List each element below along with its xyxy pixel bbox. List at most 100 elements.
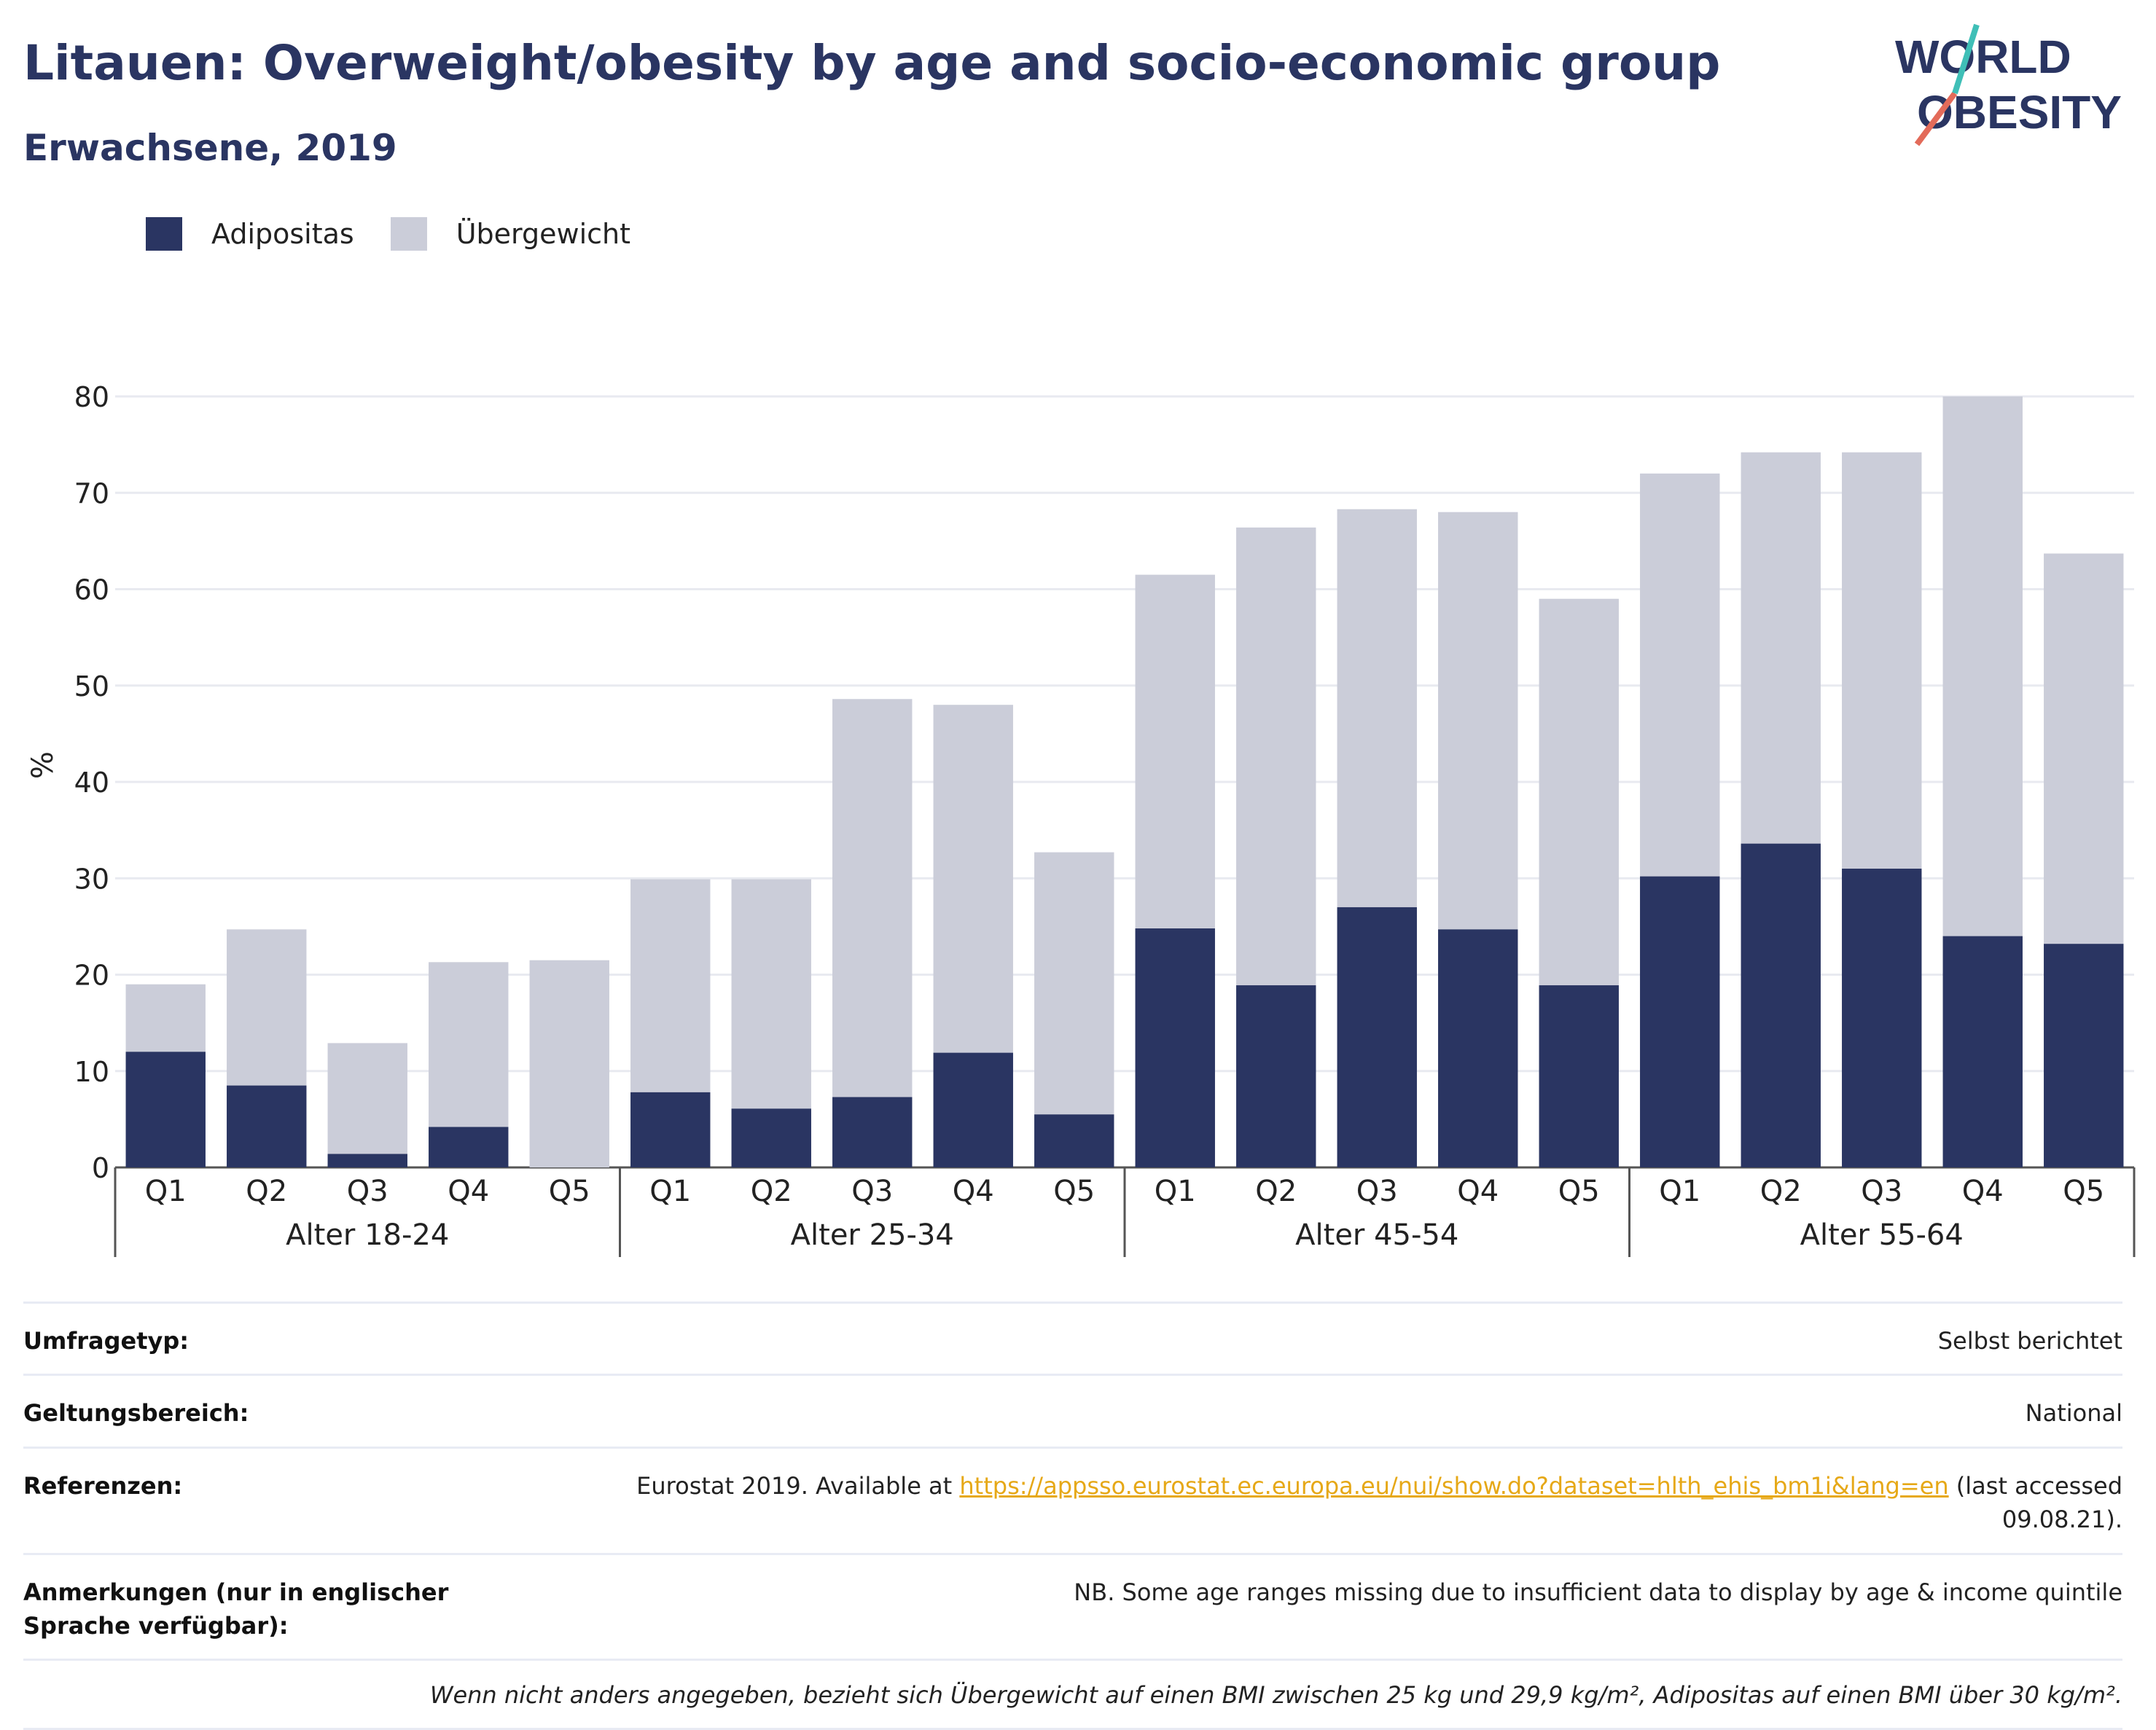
x-tick-label: Q5 <box>2063 1175 2104 1208</box>
bar-obesity[interactable] <box>933 1052 1013 1167</box>
bar-overweight[interactable] <box>933 705 1013 1053</box>
survey-type-value: Selbst berichtet <box>1937 1327 2122 1355</box>
bar-overweight[interactable] <box>1539 598 1619 986</box>
x-tick-label: Q4 <box>1457 1175 1499 1208</box>
bar-obesity[interactable] <box>1942 936 2023 1167</box>
bar-overweight[interactable] <box>1842 452 1922 869</box>
y-tick-label: 40 <box>74 767 109 799</box>
logo-line2: OBESITY <box>1917 86 2122 138</box>
group-label: Alter 45-54 <box>1295 1218 1458 1252</box>
bar-overweight[interactable] <box>1034 852 1114 1115</box>
logo-slash-teal <box>1952 23 1980 95</box>
bar-obesity[interactable] <box>1034 1114 1114 1167</box>
bar-obesity[interactable] <box>1337 907 1417 1167</box>
references-value: Eurostat 2019. Available at https://apps… <box>555 1469 2122 1537</box>
scope-key: Geltungsbereich: <box>23 1399 249 1428</box>
legend-item-obesity[interactable]: Adipositas <box>146 217 354 251</box>
bar-overweight[interactable] <box>227 929 307 1086</box>
x-tick-label: Q4 <box>953 1175 994 1208</box>
bar-overweight[interactable] <box>1337 509 1417 907</box>
bar-overweight[interactable] <box>1135 574 1215 929</box>
x-tick-label: Q2 <box>751 1175 792 1208</box>
y-tick-label: 60 <box>74 574 109 606</box>
x-tick-label: Q1 <box>145 1175 187 1208</box>
x-tick-label: Q1 <box>1155 1175 1196 1208</box>
y-tick-label: 80 <box>74 381 109 413</box>
bar-obesity[interactable] <box>1236 985 1316 1167</box>
bar-overweight[interactable] <box>630 879 711 1092</box>
x-tick-label: Q2 <box>246 1175 287 1208</box>
group-label: Alter 55-64 <box>1800 1218 1964 1252</box>
info-row-references: Referenzen: Eurostat 2019. Available at … <box>23 1446 2122 1553</box>
bar-overweight[interactable] <box>1741 452 1821 844</box>
reference-link[interactable]: https://appsso.eurostat.ec.europa.eu/nui… <box>959 1471 1949 1500</box>
notes-key: Anmerkungen (nur in englischer Sprache v… <box>23 1578 449 1640</box>
notes-value: NB. Some age ranges missing due to insuf… <box>1074 1578 2122 1606</box>
bar-overweight[interactable] <box>1942 396 2023 936</box>
x-tick-label: Q2 <box>1255 1175 1297 1208</box>
x-tick-label: Q3 <box>1356 1175 1398 1208</box>
bar-overweight[interactable] <box>125 984 206 1052</box>
bar-obesity[interactable] <box>2044 944 2124 1167</box>
legend-label-obesity: Adipositas <box>211 218 354 250</box>
x-tick-label: Q3 <box>1861 1175 1902 1208</box>
y-tick-label: 30 <box>74 863 109 895</box>
bar-obesity[interactable] <box>1135 928 1215 1167</box>
world-obesity-logo: WORLD OBESITY <box>1895 23 2122 146</box>
bar-overweight[interactable] <box>327 1043 407 1154</box>
logo-line1: WORLD <box>1895 31 2071 83</box>
bar-overweight[interactable] <box>529 960 609 1167</box>
y-tick-label: 0 <box>92 1152 109 1184</box>
bar-obesity[interactable] <box>1640 876 1720 1167</box>
bar-obesity[interactable] <box>832 1097 913 1167</box>
y-axis-label: % <box>26 751 60 779</box>
bar-obesity[interactable] <box>125 1052 206 1167</box>
x-tick-label: Q4 <box>1962 1175 2004 1208</box>
legend-label-overweight: Übergewicht <box>456 218 630 250</box>
bar-obesity[interactable] <box>1741 843 1821 1167</box>
y-tick-label: 70 <box>74 477 109 509</box>
stacked-bar-chart: 0 10 20 30 40 50 60 70 80% Q1 Q2 Q3 Q4 Q5 Alter 18-24 Q… <box>26 381 2136 1257</box>
bar-overweight[interactable] <box>1236 527 1316 986</box>
y-tick-label: 20 <box>74 960 109 992</box>
legend: Adipositas Übergewicht <box>146 217 667 251</box>
chart-title: Litauen: Overweight/obesity by age and s… <box>23 35 1721 91</box>
chart-subtitle: Erwachsene, 2019 <box>23 127 397 169</box>
bar-overweight[interactable] <box>2044 553 2124 944</box>
bar-obesity[interactable] <box>1438 929 1518 1167</box>
bar-obesity[interactable] <box>327 1154 407 1167</box>
info-row-notes: Anmerkungen (nur in englischer Sprache v… <box>23 1552 2122 1659</box>
info-row-scope: Geltungsbereich: National <box>23 1374 2122 1446</box>
x-tick-label: Q3 <box>347 1175 388 1208</box>
bar-obesity[interactable] <box>227 1085 307 1167</box>
legend-swatch-overweight <box>390 217 427 251</box>
scope-value: National <box>2025 1399 2122 1428</box>
x-tick-label: Q5 <box>549 1175 590 1208</box>
bmi-footnote: Wenn nicht anders angegeben, bezieht sic… <box>23 1659 2122 1730</box>
bar-obesity[interactable] <box>1539 985 1619 1167</box>
bar-overweight[interactable] <box>429 962 509 1127</box>
legend-item-overweight[interactable]: Übergewicht <box>390 217 630 251</box>
bar-overweight[interactable] <box>1640 473 1720 877</box>
info-table: Umfragetyp: Selbst berichtet Geltungsber… <box>23 1302 2122 1730</box>
bar-obesity[interactable] <box>731 1108 811 1167</box>
y-tick-label: 50 <box>74 670 109 702</box>
x-tick-label: Q1 <box>649 1175 691 1208</box>
bar-obesity[interactable] <box>429 1127 509 1167</box>
x-tick-label: Q1 <box>1659 1175 1700 1208</box>
logo-slash-coral <box>1914 91 1958 146</box>
survey-type-key: Umfragetyp: <box>23 1327 190 1355</box>
references-key: Referenzen: <box>23 1471 183 1500</box>
x-tick-label: Q5 <box>1558 1175 1600 1208</box>
bar-overweight[interactable] <box>1438 512 1518 930</box>
bar-overweight[interactable] <box>832 699 913 1097</box>
reference-suffix: (last accessed 09.08.21). <box>1948 1471 2122 1534</box>
group-label: Alter 18-24 <box>286 1218 449 1252</box>
bar-overweight[interactable] <box>731 879 811 1109</box>
info-row-survey: Umfragetyp: Selbst berichtet <box>23 1302 2122 1374</box>
bar-obesity[interactable] <box>630 1092 711 1167</box>
bar-obesity[interactable] <box>1842 869 1922 1167</box>
x-tick-label: Q3 <box>851 1175 893 1208</box>
y-tick-label: 10 <box>74 1056 109 1088</box>
reference-prefix: Eurostat 2019. Available at <box>636 1471 960 1500</box>
